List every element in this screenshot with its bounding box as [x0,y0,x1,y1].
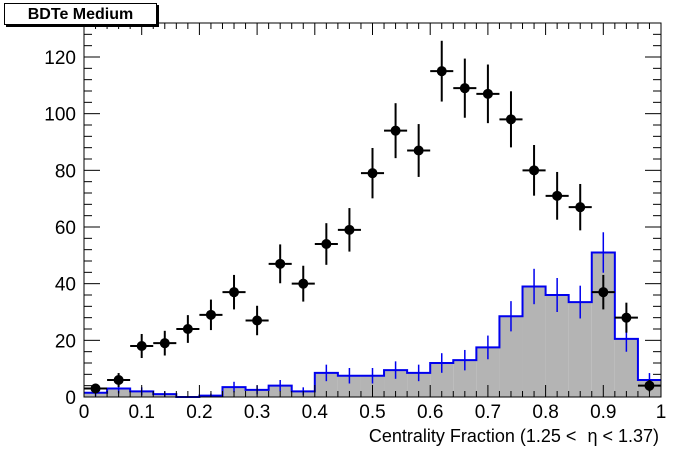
data-point [413,145,424,156]
data-point [552,190,563,201]
histogram-bin [591,252,615,397]
histogram-bin [545,295,569,397]
histogram-bin [430,363,454,397]
data-point [621,312,632,323]
data-point [159,338,170,349]
data-point [136,341,147,351]
y-tick-label: 20 [55,331,76,352]
data-point [575,202,586,213]
data-point [229,287,240,298]
y-axis: 0 20 40 60 80 100 120 [44,33,661,409]
x-tick-label: 1 [656,402,667,423]
data-point [436,66,447,77]
histogram-bin [407,372,431,397]
histogram-bin [476,347,500,397]
y-tick-label: 0 [65,388,76,409]
data-point [252,315,263,326]
data-point [482,88,493,99]
histogram-layer [84,232,661,398]
x-tick-label: 0.2 [186,402,212,423]
data-point [182,324,193,334]
histogram-bin [384,370,408,397]
x-tick-label: 0.3 [244,402,270,423]
x-tick-label: 0.7 [475,402,501,423]
x-tick-label: 0.1 [128,402,154,423]
data-point [344,224,355,235]
histogram-bin [522,286,546,397]
x-axis-label-part-1: Centrality Fraction (1.25 < [369,426,582,446]
y-tick-label: 120 [44,48,76,69]
x-tick-label: 0.5 [359,402,385,423]
y-tick-label: 100 [44,105,76,126]
x-tick-label: 0 [79,402,90,423]
data-point [275,258,286,269]
data-point [505,114,516,125]
data-point [298,278,309,289]
data-point [529,165,540,176]
x-axis-label: Centrality Fraction (1.25 < η < 1.37) [369,426,659,446]
y-tick-label: 40 [55,275,76,296]
data-points-layer [84,40,661,394]
x-axis-label-part-2: η < 1.37) [587,426,659,446]
histogram-bin [337,375,361,397]
histogram-bin [499,316,523,397]
histogram-bin [568,302,592,397]
data-point [205,309,216,320]
data-point [459,83,470,94]
data-point [644,380,655,391]
histogram-bin [314,372,338,397]
x-axis: 0 0.1 0.2 0.3 0.4 0.5 0.6 0.7 0.8 0.9 1 [79,23,667,423]
chart-title: BDTe Medium [4,3,157,25]
x-tick-label: 0.6 [417,402,443,423]
y-tick-label: 60 [55,218,76,239]
x-tick-label: 0.4 [302,402,329,423]
data-point [390,125,401,136]
data-point [113,375,124,385]
histogram-bin [453,360,477,397]
y-tick-label: 80 [55,161,76,182]
data-point [90,383,101,394]
x-tick-label: 0.8 [532,402,558,423]
data-point [367,168,378,179]
histogram-bin [614,338,638,397]
x-tick-label: 0.9 [590,402,616,423]
data-point [598,287,609,298]
data-point [321,239,332,249]
